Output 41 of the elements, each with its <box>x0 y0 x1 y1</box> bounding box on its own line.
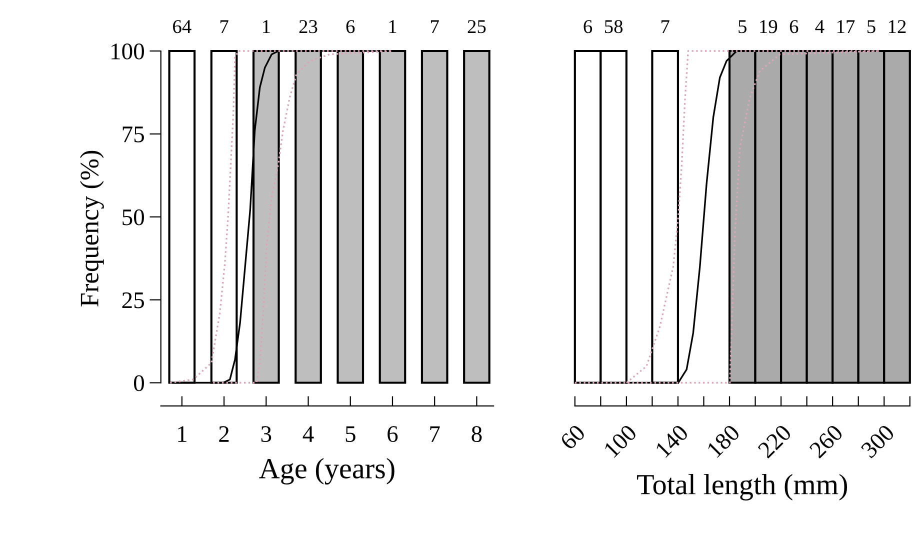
annotation: 17 <box>837 20 855 33</box>
x-axis-title: Age (years) <box>259 458 394 484</box>
annotation: 5 <box>738 20 746 34</box>
y-tick-label: 75 <box>122 126 144 142</box>
annotation: 7 <box>662 20 670 33</box>
y-tick-label: 50 <box>122 209 144 226</box>
x-tick-label: 100 <box>603 424 638 458</box>
annotation: 58 <box>604 20 623 34</box>
annotation: 12 <box>888 20 906 33</box>
annotation: 25 <box>468 20 486 34</box>
annotation: 7 <box>220 20 228 33</box>
x-axis-title: Total length (mm) <box>637 474 848 500</box>
annotation: 64 <box>173 20 192 34</box>
x-tick-label: 180 <box>706 424 741 458</box>
x-tick-label: 260 <box>808 424 844 459</box>
x-tick-label: 220 <box>757 424 792 459</box>
annotation: 1 <box>262 20 270 33</box>
annotation: 6 <box>790 20 798 34</box>
annotation: 5 <box>868 20 876 34</box>
x-tick-label: 140 <box>654 424 690 458</box>
annotation: 1 <box>389 20 396 33</box>
y-axis-title: Frequency (%) <box>80 150 104 306</box>
x-tick-label: 8 <box>472 426 482 442</box>
annotation: 6 <box>346 20 355 34</box>
annotation: 23 <box>299 20 318 34</box>
annotation: 7 <box>431 20 439 33</box>
y-tick-label: 0 <box>134 375 144 392</box>
y-tick-label: 25 <box>122 292 144 308</box>
y-tick-label: 100 <box>112 43 144 60</box>
annotation: 19 <box>760 20 778 34</box>
x-tick-label: 4 <box>302 426 314 442</box>
annotation: 6 <box>584 20 592 34</box>
x-tick-label: 300 <box>860 424 896 459</box>
x-tick-label: 60 <box>559 424 586 450</box>
x-tick-label: 5 <box>346 426 356 442</box>
x-tick-label: 3 <box>261 426 272 442</box>
x-tick-label: 2 <box>219 426 229 442</box>
annotation: 4 <box>815 20 824 33</box>
x-tick-label: 1 <box>178 426 186 442</box>
x-tick-label: 6 <box>388 426 398 442</box>
x-tick-label: 7 <box>430 426 440 442</box>
